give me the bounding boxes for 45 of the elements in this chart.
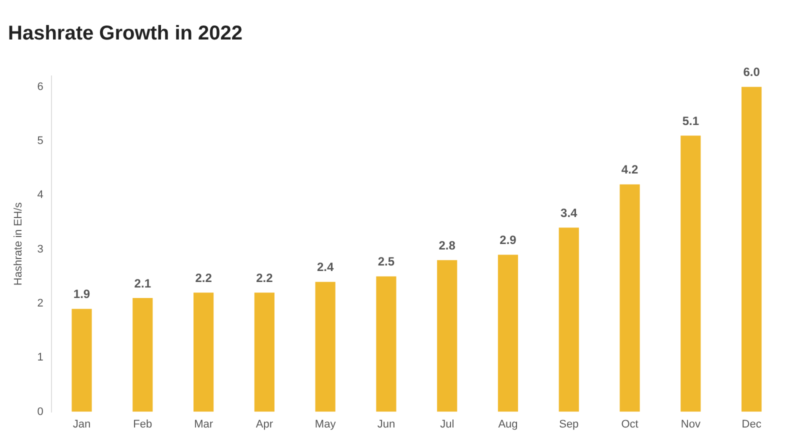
x-tick-label: Aug <box>498 418 518 430</box>
y-tick-label: 5 <box>37 135 44 148</box>
data-label: 5.1 <box>682 114 700 128</box>
data-label: 3.4 <box>560 206 578 220</box>
x-tick-label: Nov <box>680 418 701 430</box>
data-label: 2.8 <box>438 238 456 252</box>
data-label: 4.2 <box>621 162 638 177</box>
x-tick-label: Oct <box>621 418 638 430</box>
bar <box>376 276 396 412</box>
x-tick-label: Mar <box>194 418 214 430</box>
y-tick-label: 6 <box>37 80 44 93</box>
bar <box>558 228 579 412</box>
data-label: 2.2 <box>256 270 274 285</box>
y-tick-label: 3 <box>37 243 44 256</box>
bar <box>72 308 92 412</box>
data-label: 1.9 <box>73 287 90 302</box>
x-tick-label: Sep <box>559 418 579 430</box>
bar <box>620 184 640 412</box>
x-tick-label: Jun <box>377 418 396 430</box>
y-tick-label: 4 <box>37 189 44 202</box>
data-label: 2.9 <box>500 233 517 248</box>
y-axis-title: Hashrate in EH/s <box>12 202 25 286</box>
x-tick-label: Jan <box>72 418 91 430</box>
y-tick-label: 2 <box>37 298 44 310</box>
data-label: 2.5 <box>378 254 395 269</box>
data-label: 2.4 <box>316 260 334 274</box>
y-tick-label: 1 <box>37 352 44 364</box>
x-tick-label: Dec <box>742 418 762 430</box>
bar <box>742 86 762 412</box>
y-tick-label: 0 <box>37 406 44 418</box>
bar <box>254 292 274 412</box>
bar <box>193 292 214 412</box>
x-tick-label: May <box>314 418 336 430</box>
x-tick-label: Feb <box>133 418 152 430</box>
bar <box>437 260 458 412</box>
x-tick-label: Jul <box>440 418 454 430</box>
data-label: 2.2 <box>195 270 212 285</box>
bar <box>498 254 518 412</box>
data-label: 2.1 <box>134 276 152 290</box>
bar <box>680 136 701 412</box>
bar <box>315 282 336 412</box>
x-tick-label: Apr <box>256 418 274 430</box>
chart-title: Hashrate Growth in 2022 <box>8 22 243 45</box>
data-label: 6.0 <box>743 65 760 80</box>
bar <box>132 298 153 412</box>
